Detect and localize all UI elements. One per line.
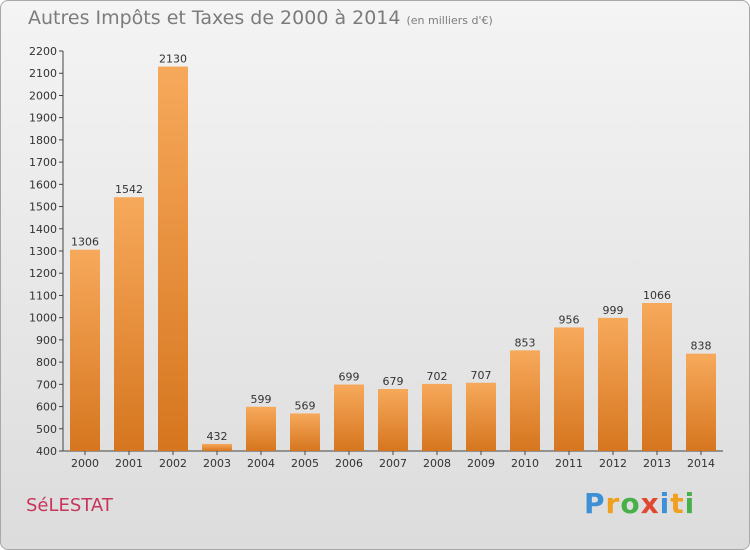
data-label: 707 — [471, 369, 492, 382]
bar — [202, 443, 232, 451]
x-tick-label: 2007 — [379, 457, 407, 470]
chart-subtitle: (en milliers d'€) — [406, 14, 493, 27]
data-label: 1542 — [115, 183, 143, 196]
bar — [158, 66, 188, 452]
logo-letter: x — [640, 487, 660, 520]
x-tick-label: 2013 — [643, 457, 671, 470]
y-tick-label: 1500 — [29, 201, 57, 214]
x-tick-label: 2014 — [687, 457, 715, 470]
bar — [422, 383, 452, 451]
y-tick-label: 2200 — [29, 45, 57, 58]
y-tick-label: 2000 — [29, 89, 57, 102]
x-tick-label: 2005 — [291, 457, 319, 470]
data-label: 1066 — [643, 289, 671, 302]
x-tick-label: 2012 — [599, 457, 627, 470]
data-label: 599 — [251, 393, 272, 406]
bar — [642, 303, 672, 451]
x-tick-label: 2004 — [247, 457, 275, 470]
y-tick-label: 1100 — [29, 289, 57, 302]
bar — [554, 327, 584, 451]
x-tick-label: 2002 — [159, 457, 187, 470]
chart-bars — [70, 66, 716, 452]
bar — [334, 384, 364, 451]
bar — [598, 317, 628, 451]
x-tick-label: 2006 — [335, 457, 363, 470]
y-tick-label: 500 — [36, 423, 57, 436]
bar — [686, 353, 716, 451]
y-tick-label: 2100 — [29, 67, 57, 80]
logo-letter: o — [620, 487, 641, 520]
data-label: 853 — [515, 336, 536, 349]
proxiti-logo: Proxiti — [584, 487, 695, 520]
bar — [290, 413, 320, 451]
y-tick-label: 800 — [36, 356, 57, 369]
x-tick-label: 2003 — [203, 457, 231, 470]
y-tick-label: 1200 — [29, 267, 57, 280]
logo-letter: i — [659, 487, 671, 520]
bar — [70, 249, 100, 451]
logo-letter: i — [684, 487, 696, 520]
logo-letter: t — [670, 487, 685, 520]
x-tick-label: 2001 — [115, 457, 143, 470]
data-label: 679 — [383, 375, 404, 388]
y-tick-label: 600 — [36, 401, 57, 414]
y-tick-label: 1600 — [29, 178, 57, 191]
y-tick-label: 700 — [36, 378, 57, 391]
bar — [378, 389, 408, 451]
data-label: 699 — [339, 371, 360, 384]
data-label: 432 — [207, 430, 228, 443]
logo-letter: P — [584, 487, 606, 520]
bar — [510, 350, 540, 451]
y-tick-label: 1300 — [29, 245, 57, 258]
bar — [246, 406, 276, 451]
data-label: 702 — [427, 370, 448, 383]
city-name: SéLESTAT — [26, 495, 113, 516]
chart-title-text: Autres Impôts et Taxes de 2000 à 2014 — [28, 7, 401, 29]
x-tick-label: 2009 — [467, 457, 495, 470]
data-label: 838 — [691, 340, 712, 353]
chart-title: Autres Impôts et Taxes de 2000 à 2014 (en… — [28, 7, 493, 29]
logo-letter: r — [605, 487, 621, 520]
bar — [114, 197, 144, 451]
y-tick-label: 1400 — [29, 223, 57, 236]
y-tick-label: 1000 — [29, 312, 57, 325]
y-tick-label: 1800 — [29, 134, 57, 147]
data-label: 956 — [559, 313, 580, 326]
chart-labels: 2000 1306 2001 1542 2002 2130 2003 432 2004 599 20… — [71, 53, 715, 470]
x-tick-label: 2011 — [555, 457, 583, 470]
x-tick-label: 2008 — [423, 457, 451, 470]
bar — [466, 382, 496, 451]
data-label: 2130 — [159, 53, 187, 66]
data-label: 999 — [603, 304, 624, 317]
data-label: 569 — [295, 399, 316, 412]
y-tick-label: 1900 — [29, 112, 57, 125]
y-tick-label: 1700 — [29, 156, 57, 169]
x-tick-label: 2000 — [71, 457, 99, 470]
x-tick-label: 2010 — [511, 457, 539, 470]
y-tick-label: 400 — [36, 445, 57, 458]
y-tick-label: 900 — [36, 334, 57, 347]
data-label: 1306 — [71, 236, 99, 249]
